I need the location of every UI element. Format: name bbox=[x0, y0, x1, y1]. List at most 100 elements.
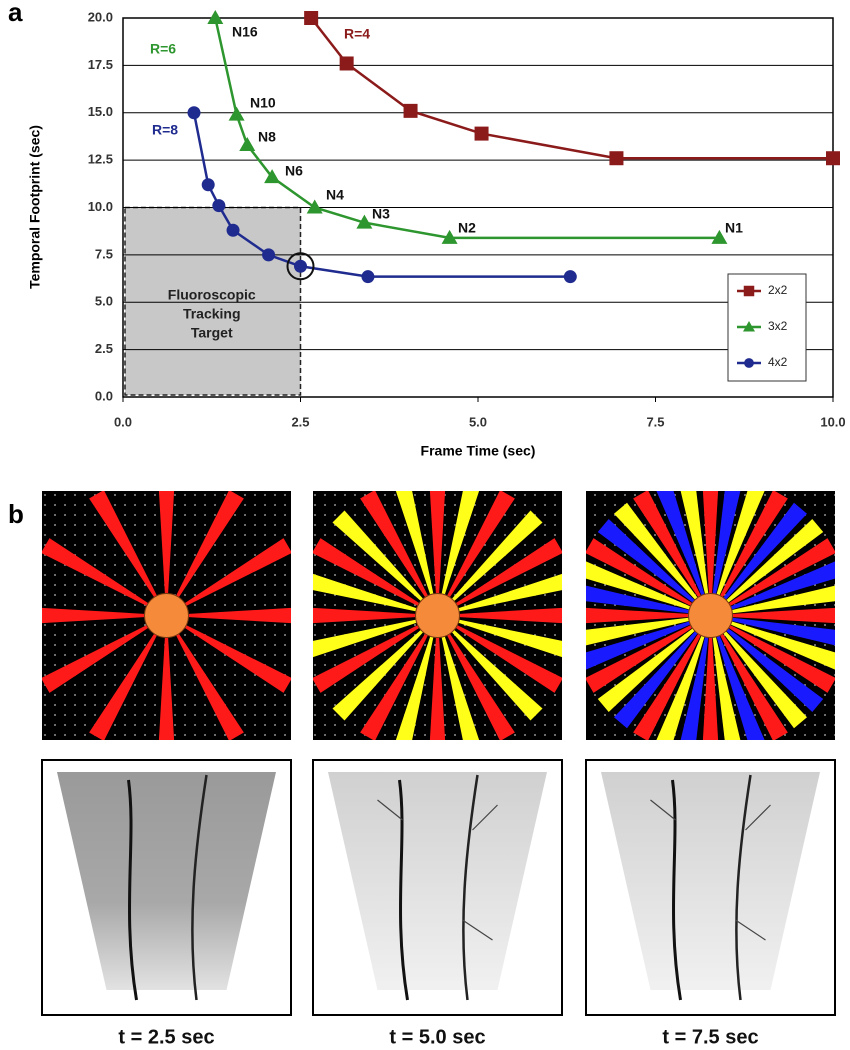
marker bbox=[304, 11, 319, 25]
spoke bbox=[89, 491, 158, 599]
marker bbox=[226, 223, 240, 237]
marker bbox=[207, 10, 224, 24]
spoke bbox=[313, 607, 418, 624]
panel-label: a bbox=[8, 0, 23, 27]
panel-label: b bbox=[8, 499, 24, 529]
y-tick-label: 15.0 bbox=[88, 104, 113, 119]
legend-label: 4x2 bbox=[768, 355, 788, 369]
spoke bbox=[728, 620, 835, 670]
spoke bbox=[395, 634, 434, 740]
spoke bbox=[727, 624, 835, 693]
spoke bbox=[89, 632, 158, 740]
target-region bbox=[124, 206, 302, 396]
marker bbox=[826, 151, 840, 166]
spoke bbox=[586, 617, 692, 646]
spoke bbox=[332, 628, 425, 721]
annotation: N1 bbox=[725, 220, 743, 236]
spoke bbox=[656, 633, 706, 740]
marker bbox=[361, 270, 375, 284]
spoke bbox=[680, 634, 709, 740]
spoke bbox=[702, 635, 719, 740]
marker bbox=[743, 285, 755, 297]
marker bbox=[239, 136, 256, 151]
vessel bbox=[398, 779, 409, 1001]
marker bbox=[441, 229, 458, 244]
spoke bbox=[586, 561, 693, 611]
marker bbox=[474, 126, 489, 141]
spoke bbox=[633, 491, 702, 599]
annotation: R=4 bbox=[344, 26, 370, 42]
spoke bbox=[722, 502, 808, 602]
spoke bbox=[441, 634, 480, 740]
spoke bbox=[454, 624, 562, 693]
y-tick-label: 17.5 bbox=[88, 57, 113, 72]
vessel bbox=[127, 779, 138, 1001]
spoke bbox=[360, 632, 429, 740]
spoke bbox=[454, 538, 562, 607]
leg-shape bbox=[328, 772, 547, 990]
spoke bbox=[712, 634, 741, 740]
starburst bbox=[586, 491, 835, 740]
spoke bbox=[332, 510, 425, 603]
spoke bbox=[456, 619, 562, 658]
annotation: N8 bbox=[258, 129, 276, 145]
spoke bbox=[729, 585, 835, 614]
spoke bbox=[175, 491, 244, 599]
annotation: N10 bbox=[250, 95, 276, 111]
x-tick-label: 0.0 bbox=[114, 414, 132, 429]
annotation: N3 bbox=[372, 206, 390, 222]
marker bbox=[563, 270, 577, 284]
spoke bbox=[360, 491, 429, 599]
spoke bbox=[175, 632, 244, 740]
y-tick-label: 0.0 bbox=[95, 388, 113, 403]
y-tick-label: 20.0 bbox=[88, 9, 113, 24]
spoke bbox=[456, 573, 562, 612]
vessel bbox=[191, 774, 208, 1001]
spoke bbox=[730, 607, 835, 624]
marker bbox=[744, 358, 754, 368]
spoke bbox=[313, 573, 419, 612]
spoke bbox=[656, 491, 706, 598]
center-disc bbox=[415, 593, 460, 638]
spoke bbox=[313, 538, 421, 607]
starburst bbox=[42, 491, 291, 740]
x-tick-label: 2.5 bbox=[291, 414, 309, 429]
leg-shape bbox=[601, 772, 820, 990]
spoke bbox=[722, 629, 808, 729]
spoke bbox=[729, 617, 835, 646]
plot-frame bbox=[122, 17, 834, 398]
spoke bbox=[586, 538, 694, 607]
center-disc bbox=[144, 593, 189, 638]
y-tick-label: 5.0 bbox=[95, 294, 113, 309]
spoke bbox=[42, 538, 150, 607]
spoke bbox=[429, 635, 446, 740]
spoke bbox=[586, 624, 694, 693]
marker bbox=[356, 214, 373, 229]
spoke bbox=[441, 491, 480, 597]
spoke bbox=[719, 632, 788, 740]
starburst bbox=[313, 491, 562, 740]
spoke bbox=[42, 624, 150, 693]
spoke bbox=[719, 491, 788, 599]
x-axis-label: Frame Time (sec) bbox=[421, 443, 536, 459]
y-tick-label: 10.0 bbox=[88, 199, 113, 214]
spoke bbox=[158, 635, 175, 740]
x-tick-label: 7.5 bbox=[646, 414, 664, 429]
spoke bbox=[712, 491, 741, 597]
spoke bbox=[446, 632, 515, 740]
vessel bbox=[735, 774, 752, 1001]
spoke bbox=[613, 502, 699, 602]
caption: t = 5.0 sec bbox=[389, 1026, 485, 1048]
marker bbox=[264, 169, 281, 184]
spoke bbox=[724, 518, 824, 604]
spoke bbox=[597, 627, 697, 713]
marker bbox=[609, 151, 624, 166]
marker bbox=[306, 199, 323, 214]
spoke bbox=[429, 491, 446, 596]
spoke bbox=[586, 585, 692, 614]
spoke bbox=[446, 491, 515, 599]
leg-shape bbox=[57, 772, 276, 990]
marker bbox=[339, 56, 354, 71]
caption: t = 7.5 sec bbox=[662, 1026, 758, 1048]
